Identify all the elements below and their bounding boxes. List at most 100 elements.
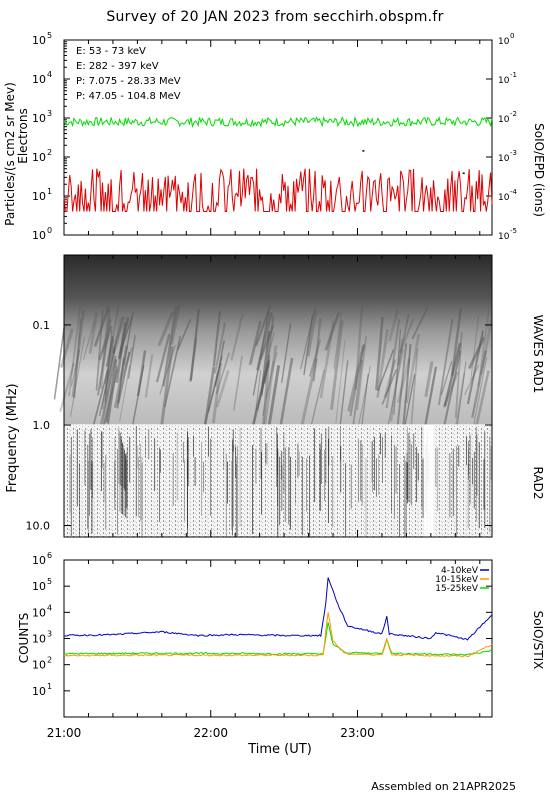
rad1-burst <box>279 357 294 426</box>
epd-ytick-exp: 4 <box>47 70 52 79</box>
waves-ytick-label: 10.0 <box>26 520 51 533</box>
rad1-burst <box>358 366 371 426</box>
epd-y2tick-exp: -3 <box>510 149 517 157</box>
rad1-burst <box>230 313 244 361</box>
rad1-burst <box>281 323 292 384</box>
rad1-burst <box>470 315 480 381</box>
rad1-burst <box>306 309 318 357</box>
rad1-burst <box>424 361 434 398</box>
rad1-burst <box>203 366 216 426</box>
rad1-burst <box>88 312 98 354</box>
epd-y2tick-exp: -5 <box>510 227 517 235</box>
rad1-burst <box>300 358 318 426</box>
rad1-burst <box>136 350 147 397</box>
epd-legend-entry: E: 282 - 397 keV <box>76 61 159 72</box>
rad1-burst <box>101 315 111 354</box>
rad1-burst <box>388 308 400 342</box>
rad2-data-gap <box>424 425 434 537</box>
stix-ytick-label: 10 <box>32 659 46 672</box>
rad1-burst <box>112 316 125 354</box>
stix-ytick-exp: 6 <box>47 551 52 560</box>
rad1-burst <box>69 337 85 417</box>
rad1-burst <box>393 329 402 415</box>
rad1-burst <box>471 350 487 418</box>
rad1-burst <box>450 308 463 376</box>
epd-y2tick-label: 10 <box>498 154 510 164</box>
rad1-burst <box>98 325 113 361</box>
rad1-burst <box>349 344 366 417</box>
rad1-burst <box>398 318 415 354</box>
epd-y2tick-label: 10 <box>498 232 510 242</box>
rad1-burst <box>473 357 488 426</box>
rad1-burst <box>267 365 281 426</box>
rad1-burst <box>176 319 192 351</box>
rad1-burst <box>375 316 384 391</box>
rad1-burst <box>252 310 270 396</box>
stix-legend-label: 4-10keV <box>441 566 479 576</box>
rad1-burst <box>319 321 335 399</box>
epd-ylabel: Particles/(s cm2 sr Mev) <box>3 82 17 226</box>
stix-ytick-exp: 3 <box>47 630 52 639</box>
stix-frame <box>63 559 493 718</box>
rad1-burst <box>155 334 171 383</box>
rad1-burst <box>397 314 410 366</box>
epd-ytick-label: 10 <box>32 73 46 86</box>
rad1-burst <box>164 336 182 408</box>
epd-ytick-label: 10 <box>32 229 46 242</box>
rad1-burst <box>396 358 411 403</box>
epd-y2tick-label: 10 <box>498 37 510 47</box>
rad1-burst <box>347 344 365 412</box>
rad1-burst <box>468 336 486 370</box>
rad1-burst <box>356 336 368 411</box>
rad1-burst <box>262 360 275 417</box>
rad1-burst <box>93 305 110 347</box>
epd-series-line <box>63 115 493 128</box>
rad1-burst <box>157 311 175 346</box>
epd-ytick-label: 10 <box>32 34 46 47</box>
rad1-burst <box>310 369 326 426</box>
stix-legend-label: 10-15keV <box>435 575 479 585</box>
epd-ytick-label: 10 <box>32 190 46 203</box>
rad1-burst <box>455 372 466 426</box>
rad1-burst <box>53 326 65 400</box>
stix-ytick-label: 10 <box>32 633 46 646</box>
rad1-burst <box>212 310 222 367</box>
waves-panel: 0.1 1.0 10.0 Frequency (MHz) WAVES RAD1 RA… <box>5 254 545 538</box>
epd-legend-entry: P: 7.075 - 28.33 MeV <box>76 76 181 87</box>
rad1-burst <box>159 345 176 395</box>
rad1-burst <box>98 349 116 417</box>
rad1-burst <box>424 366 438 426</box>
rad1-burst <box>330 320 344 410</box>
rad1-burst <box>119 311 135 354</box>
epd-y2tick-exp: 0 <box>510 32 514 40</box>
rad1-burst <box>261 355 271 426</box>
rad1-burst <box>377 349 395 392</box>
rad1-burst <box>253 369 262 426</box>
stix-xtick-label: 23:00 <box>340 726 375 740</box>
rad1-burst <box>104 317 122 396</box>
epd-ytick-exp: 1 <box>47 187 52 196</box>
rad1-burst <box>404 373 416 426</box>
rad1-burst <box>308 339 322 377</box>
epd-y2tick-exp: -4 <box>510 188 518 196</box>
rad1-burst <box>259 325 275 360</box>
rad2-label: RAD2 <box>531 467 545 500</box>
rad1-burst <box>390 339 403 422</box>
rad1-burst <box>189 308 200 381</box>
stix-ylabel: COUNTS <box>17 613 31 664</box>
epd-ylabel2: Electrons <box>16 108 30 163</box>
stix-series-line <box>63 622 493 656</box>
rad1-burst <box>102 345 116 426</box>
rad1-burst <box>333 311 343 369</box>
rad1-burst <box>113 345 129 409</box>
rad1-burst <box>354 306 364 390</box>
footer-note: Assembled on 21APR2025 <box>371 780 516 793</box>
rad1-burst <box>99 355 117 426</box>
stix-ytick-label: 10 <box>32 580 46 593</box>
rad1-burst <box>396 343 408 426</box>
stix-ytick-label: 10 <box>32 554 46 567</box>
rad1-burst <box>103 368 119 426</box>
band-gap <box>64 424 492 426</box>
epd-legend-entry: P: 47.05 - 104.8 MeV <box>76 91 181 102</box>
rad1-burst <box>411 306 429 340</box>
